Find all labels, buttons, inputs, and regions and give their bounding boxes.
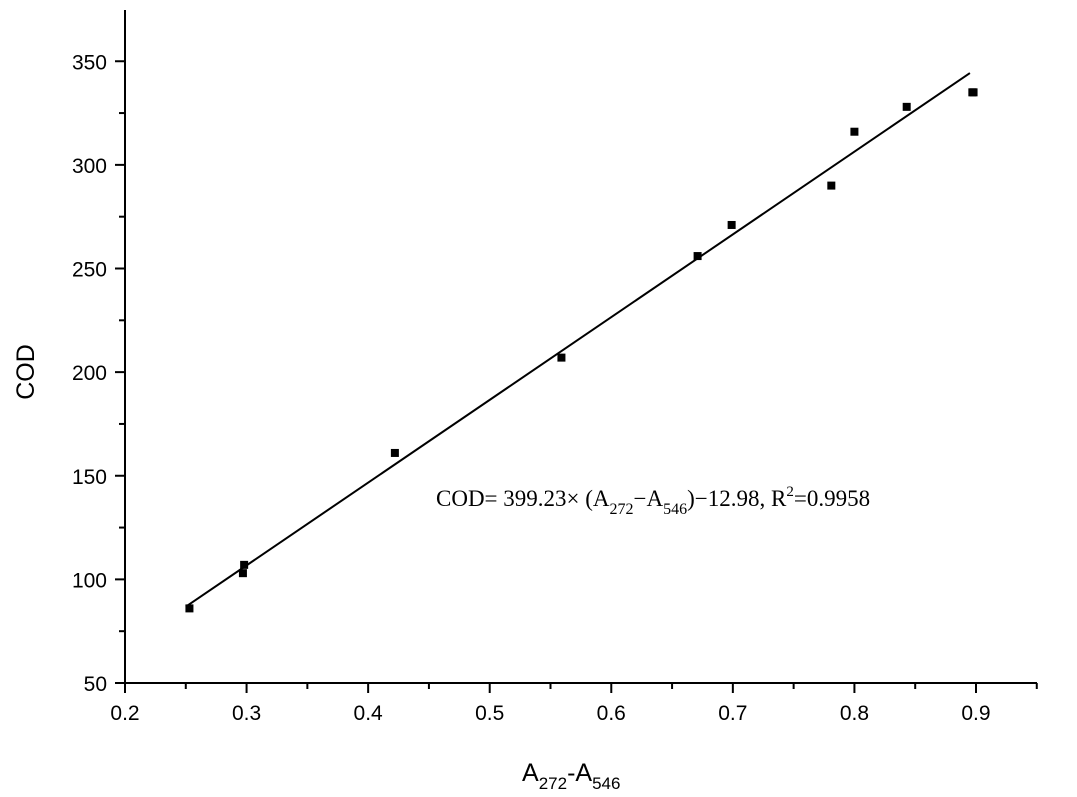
x-tick-label: 0.4 [354, 702, 384, 725]
y-tick-label: 50 [84, 673, 107, 696]
x-tick-label: 0.9 [961, 702, 990, 725]
x-tick-label: 0.2 [110, 702, 139, 725]
data-point [240, 560, 249, 569]
data-point [390, 448, 399, 457]
y-tick-label: 100 [72, 569, 107, 592]
y-tick-label: 150 [72, 466, 107, 489]
y-tick-label: 250 [72, 259, 107, 282]
data-point [969, 88, 978, 97]
x-tick-label: 0.3 [232, 702, 261, 725]
equation-annotation: COD= 399.23× (A272−A546)−12.98, R2=0.995… [436, 484, 870, 518]
x-tick-labels: 0.2 0.3 0.4 0.5 0.6 0.7 0.8 0.9 [110, 702, 990, 725]
x-tick-label: 0.5 [475, 702, 504, 725]
y-tick-label: 200 [72, 362, 107, 385]
x-tick-label: 0.6 [597, 702, 626, 725]
data-points [185, 88, 978, 613]
data-point [557, 353, 566, 362]
data-point [850, 127, 859, 136]
data-point [827, 181, 836, 190]
data-point [693, 252, 702, 261]
x-axis-title: A272-A546 [522, 759, 620, 793]
data-point [727, 220, 736, 229]
tick-marks [115, 60, 1038, 693]
fit-line [185, 72, 971, 608]
y-axis-title: COD [12, 344, 40, 400]
y-tick-label: 300 [72, 155, 107, 178]
data-point [902, 102, 911, 111]
axes [124, 10, 1037, 684]
data-point [238, 569, 247, 578]
y-tick-labels: 50 100 150 200 250 300 350 [72, 51, 107, 696]
x-tick-label: 0.8 [840, 702, 869, 725]
x-tick-label: 0.7 [718, 702, 747, 725]
data-point [185, 604, 194, 613]
y-tick-label: 350 [72, 51, 107, 74]
fit-line-group [185, 72, 971, 608]
